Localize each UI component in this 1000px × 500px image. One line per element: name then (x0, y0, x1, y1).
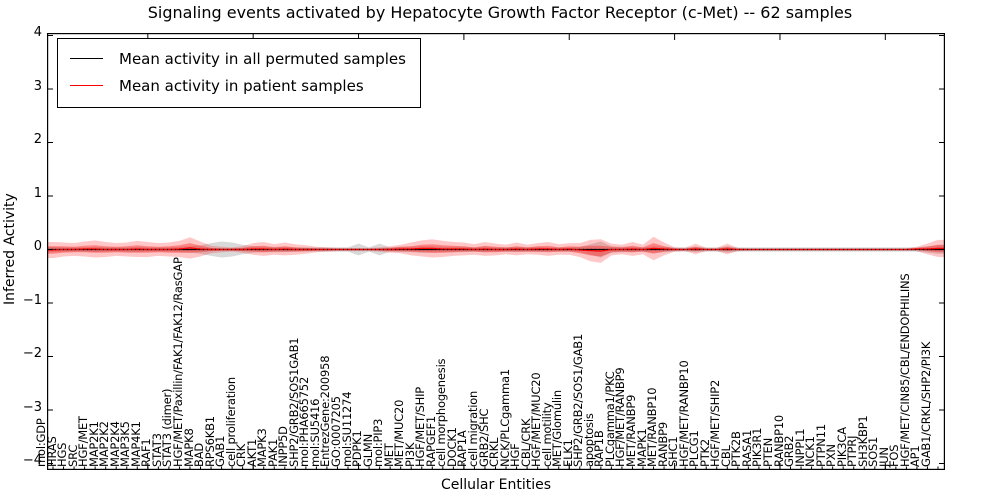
y-tick-label: −4 (22, 453, 42, 468)
plot-area: mol:GDP HRAS HGS SRC HGF/MET MAP2K1 MAP2K2 MAP2… (34, 33, 945, 470)
axes-frame (47, 33, 945, 470)
x-tick-label: HGF/MET/CIN85/CBL/ENDOPHILINS (897, 273, 912, 467)
y-tick-label: −2 (22, 346, 42, 361)
chart-title: Signaling events activated by Hepatocyte… (147, 3, 853, 22)
patient-line-swatch (70, 85, 103, 86)
y-tick-label: 1 (33, 185, 42, 201)
y-tick-label: 0 (33, 239, 42, 254)
legend-label: Mean activity in patient samples (119, 76, 364, 95)
y-tick-label: 2 (33, 132, 42, 147)
legend-item-permuted: Mean activity in all permuted samples (70, 45, 406, 72)
x-axis-label: Cellular Entities (440, 477, 552, 493)
y-tick-label: 3 (33, 78, 42, 94)
legend: Mean activity in all permuted samples Me… (57, 38, 421, 108)
y-tick-label: −3 (22, 399, 42, 415)
legend-item-patient: Mean activity in patient samples (70, 72, 406, 99)
y-tick-label: 4 (33, 25, 42, 40)
permuted-line-swatch (70, 58, 103, 59)
x-tick-label: GAB1/CRKL/SHP2/PI3K (919, 341, 933, 467)
legend-label: Mean activity in all permuted samples (119, 49, 406, 68)
y-tick-label: −1 (22, 292, 42, 308)
chart-canvas (47, 33, 945, 470)
